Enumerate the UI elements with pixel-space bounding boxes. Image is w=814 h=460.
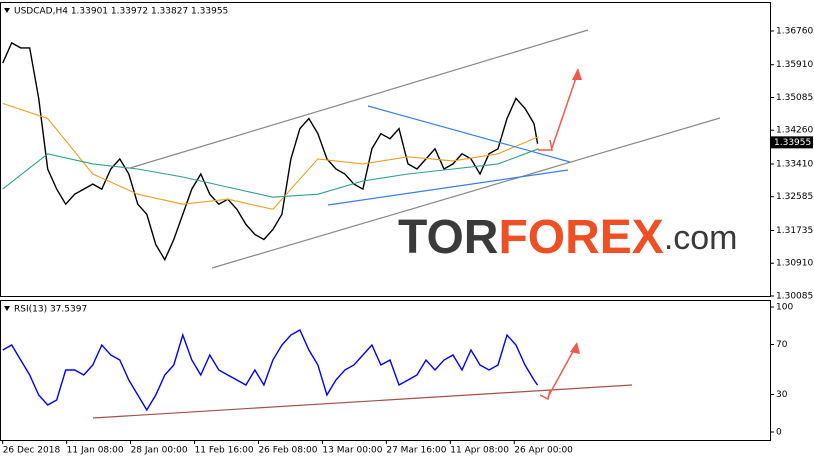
x-tick-label: 26 Dec 2018 — [3, 446, 61, 456]
y-tick-label: 0 — [776, 428, 782, 438]
logo: TORFOREX.com — [398, 211, 738, 264]
annotations — [92, 29, 721, 419]
arrow-tip — [572, 68, 582, 80]
x-tick-label: 26 Feb 08:00 — [258, 446, 317, 456]
rsi-trend — [92, 384, 633, 419]
logo-part: .com — [664, 219, 738, 257]
series-line — [2, 41, 539, 262]
panel — [0, 2, 771, 297]
price-tag-box — [771, 136, 813, 149]
y-tick-label: 1.32585 — [776, 192, 813, 202]
arrow-head — [538, 139, 553, 151]
y-tick-label: 1.30910 — [776, 259, 813, 269]
triangle-upper — [367, 105, 571, 163]
panel-title: USDCAD,H4 1.33901 1.33972 1.33827 1.3395… — [14, 7, 228, 17]
series-line — [2, 102, 539, 210]
y-tick-label: 1.30085 — [776, 292, 813, 302]
x-tick-label: 13 Mar 00:00 — [322, 446, 382, 456]
title-marker — [4, 8, 10, 13]
y-tick-label: 1.35910 — [776, 60, 813, 70]
series-line — [2, 148, 539, 198]
panel-title: RSI(13) 37.5397 — [14, 305, 87, 315]
y-tick-label: 1.35085 — [776, 93, 813, 103]
channel-upper — [129, 29, 589, 169]
x-tick-label: 28 Jan 00:00 — [131, 446, 188, 456]
arrow-up — [551, 71, 579, 149]
x-tick-label: 27 Mar 16:00 — [386, 446, 446, 456]
arrow-up — [547, 345, 577, 398]
series-line — [2, 329, 539, 412]
y-tick-label: 30 — [776, 390, 788, 400]
y-tick-label: 1.34260 — [776, 126, 813, 136]
x-tick-label: 11 Jan 08:00 — [67, 446, 124, 456]
title-marker — [4, 306, 10, 311]
y-tick-label: 70 — [776, 340, 788, 350]
arrow-tip — [570, 342, 580, 354]
y-tick-label: 1.36760 — [776, 26, 813, 36]
x-tick-label: 11 Feb 16:00 — [195, 446, 254, 456]
y-tick-label: 1.31735 — [776, 226, 813, 236]
logo-part: TOR — [398, 211, 498, 264]
y-tick-label: 1.33410 — [776, 159, 813, 169]
y-tick-label: 100 — [776, 303, 793, 313]
x-tick-label: 11 Apr 08:00 — [450, 446, 509, 456]
panel — [0, 300, 771, 441]
x-tick-label: 26 Apr 00:00 — [514, 446, 573, 456]
arrow-head — [539, 389, 551, 401]
triangle-lower — [327, 169, 569, 206]
logo-part: FOREX — [498, 211, 663, 264]
channel-lower — [211, 117, 721, 269]
price-tag: 1.33955 — [774, 138, 811, 148]
